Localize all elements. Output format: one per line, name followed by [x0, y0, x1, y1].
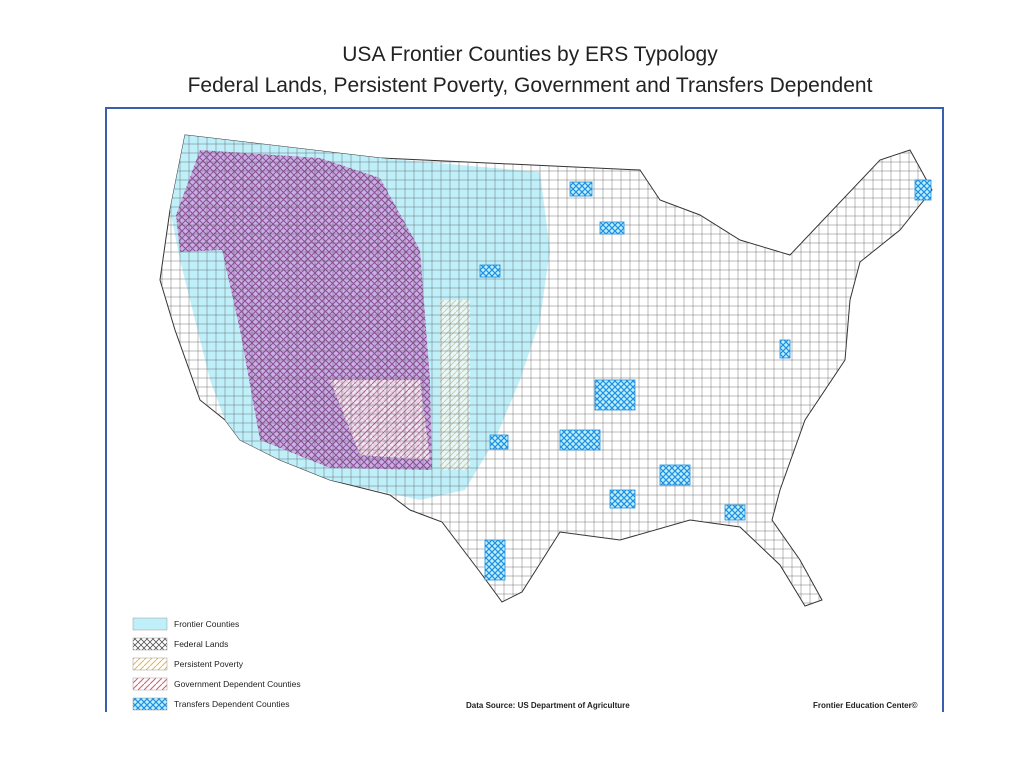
legend-swatch — [132, 677, 168, 691]
map-frame — [105, 107, 944, 712]
data-source: Data Source: US Department of Agricultur… — [466, 701, 630, 710]
transfers-dependent-counties — [479, 179, 932, 581]
credit: Frontier Education Center© — [813, 701, 918, 710]
legend-swatch — [132, 697, 168, 711]
legend-label: Transfers Dependent Counties — [174, 699, 289, 709]
legend-swatch — [132, 617, 168, 631]
legend-swatch — [132, 637, 168, 651]
title-line-1: USA Frontier Counties by ERS Typology — [342, 43, 718, 66]
legend-label: Frontier Counties — [174, 619, 239, 629]
legend: Frontier Counties Federal Lands Persistent… — [125, 612, 330, 712]
us-map — [159, 134, 933, 607]
county-grid — [160, 135, 932, 606]
title-line-2: Federal Lands, Persistent Poverty, Gover… — [188, 74, 873, 97]
legend-swatch — [132, 657, 168, 671]
legend-label: Federal Lands — [174, 639, 228, 649]
legend-label: Persistent Poverty — [174, 659, 244, 669]
legend-label: Government Dependent Counties — [174, 679, 301, 689]
